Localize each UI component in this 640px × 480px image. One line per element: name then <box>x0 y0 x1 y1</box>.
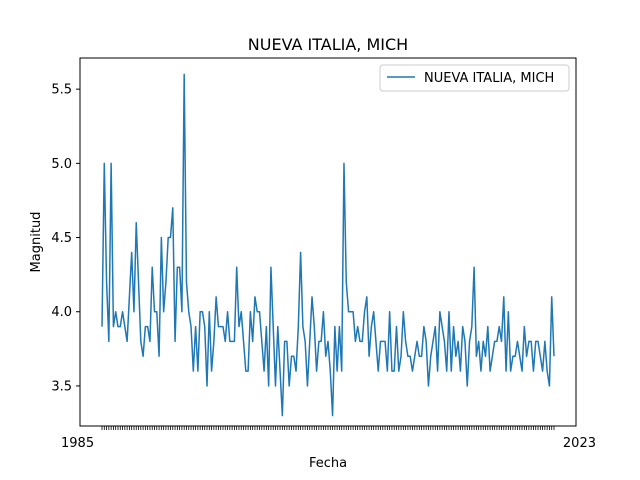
legend-entry-label: NUEVA ITALIA, MICH <box>424 71 554 86</box>
y-tick-label: 4.5 <box>51 231 72 246</box>
y-tick-label: 5.5 <box>51 83 72 98</box>
y-tick-label: 4.0 <box>51 305 72 320</box>
y-tick-label: 5.0 <box>51 157 72 172</box>
series-line-nueva-italia <box>101 73 555 417</box>
x-tick-label-right: 2023 <box>563 436 596 451</box>
y-axis-label: Magnitud <box>29 212 44 273</box>
legend: NUEVA ITALIA, MICH <box>379 64 570 92</box>
y-tick-label: 3.5 <box>51 379 72 394</box>
x-axis-ticks <box>101 426 555 430</box>
y-axis-ticks: 3.5 4.0 4.5 5.0 5.5 <box>51 83 80 394</box>
series-layer <box>101 73 555 417</box>
chart-title: NUEVA ITALIA, MICH <box>248 35 408 54</box>
x-axis-label: Fecha <box>309 456 347 471</box>
plot-background <box>80 58 576 426</box>
x-tick-label-left: 1985 <box>61 436 94 451</box>
plot-frame <box>79 57 577 427</box>
legend-box <box>379 64 570 92</box>
plot-area: 3.5 4.0 4.5 5.0 5.5 <box>51 57 577 430</box>
